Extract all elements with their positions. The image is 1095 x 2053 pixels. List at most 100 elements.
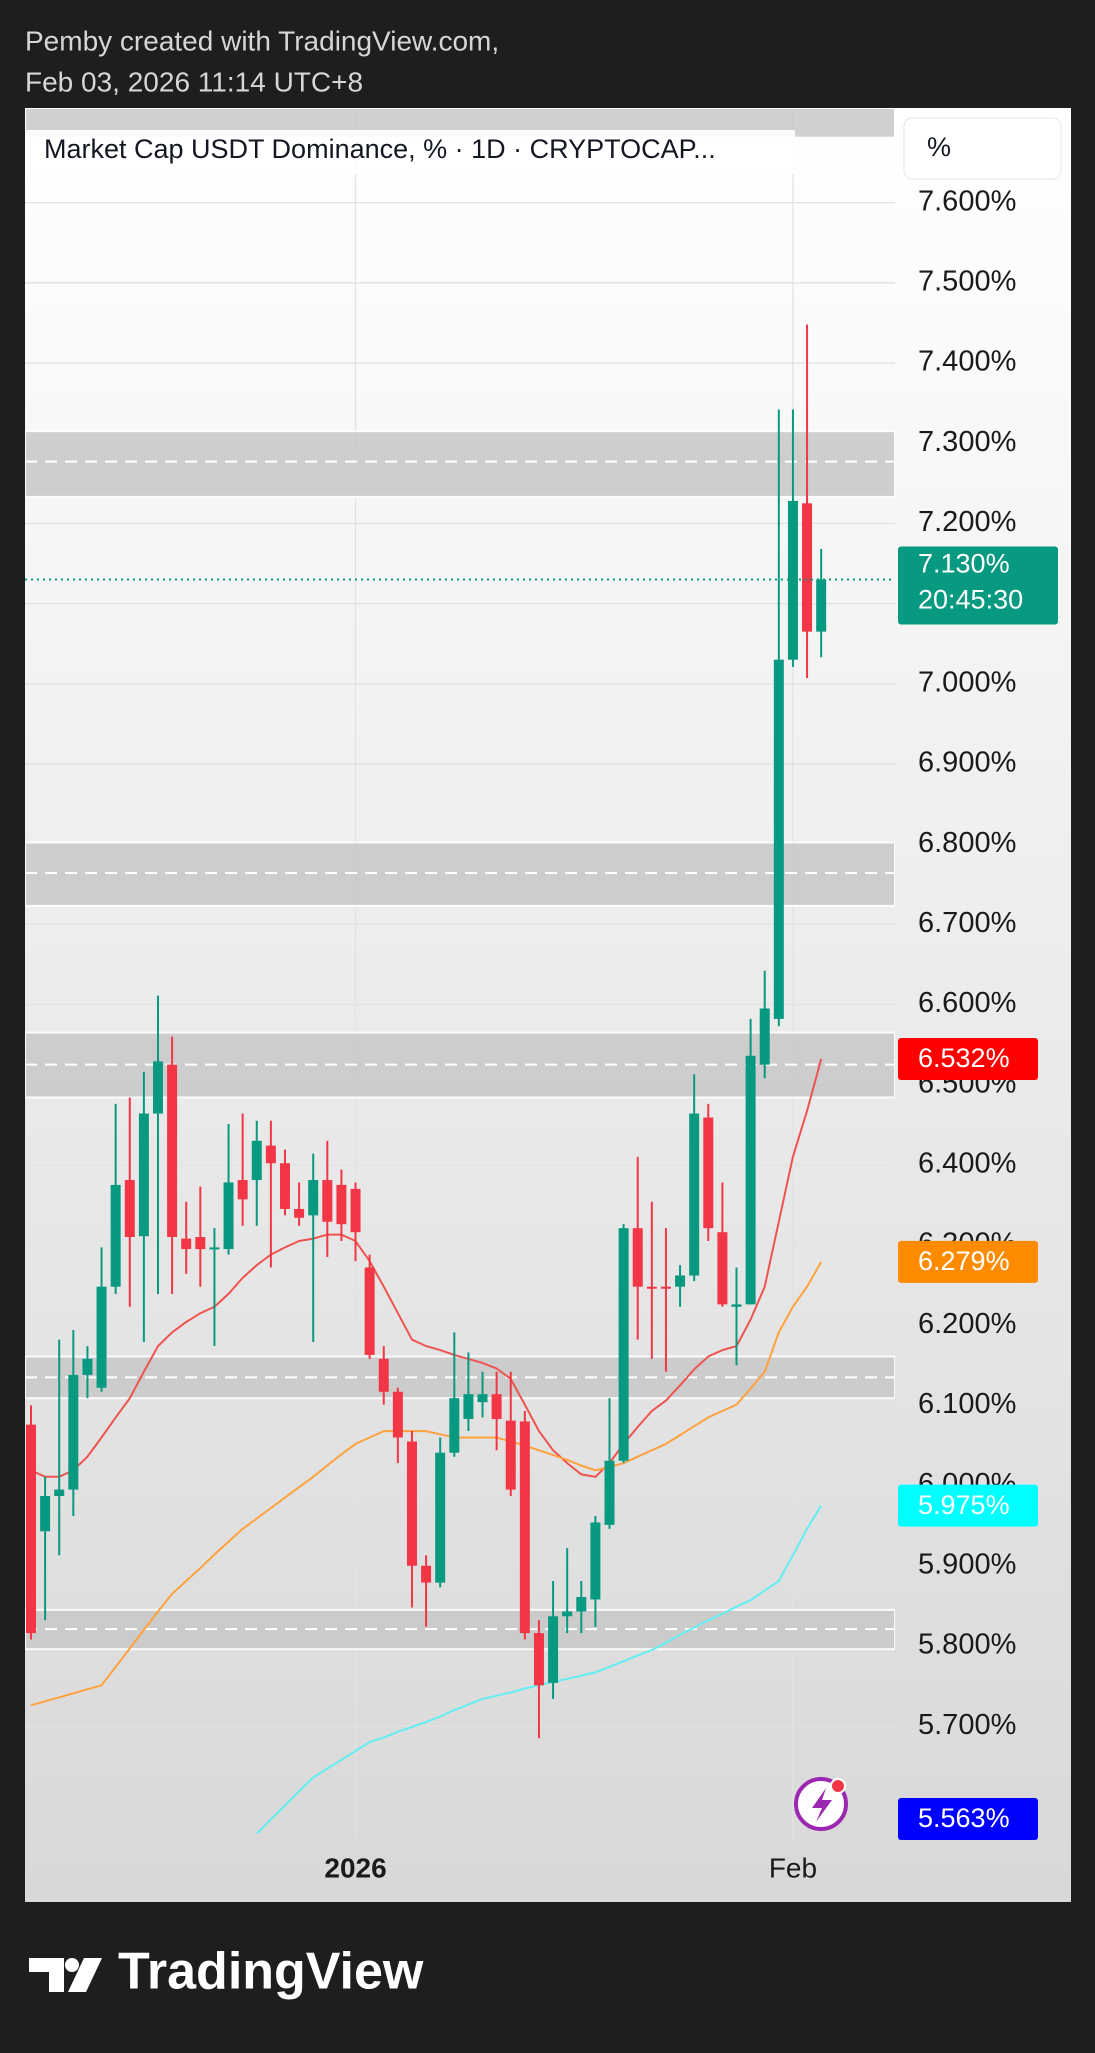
candle-body: [703, 1117, 714, 1229]
y-tick-label: 6.100%: [918, 1388, 1016, 1420]
candle-body: [138, 1113, 149, 1237]
y-tick-label: 7.000%: [918, 666, 1016, 698]
y-tick-label: 7.200%: [918, 506, 1016, 538]
chart-title: Market Cap USDT Dominance, % · 1D · CRYP…: [44, 134, 716, 164]
moving-average-line: [30, 1058, 823, 1478]
price-badge-label: 6.532%: [918, 1043, 1010, 1073]
candle-body: [265, 1145, 276, 1164]
candle-body: [152, 1061, 163, 1114]
candle-body: [124, 1180, 135, 1238]
candle-body: [279, 1163, 290, 1209]
countdown-label: 20:45:30: [918, 585, 1023, 615]
title-backdrop: [25, 130, 795, 174]
candle-body: [519, 1421, 530, 1634]
price-axis: 5.700%5.800%5.900%6.000%6.100%6.200%6.30…: [898, 185, 1058, 1840]
candle-body: [251, 1140, 262, 1181]
y-tick-label: 7.500%: [918, 265, 1016, 297]
zone: [25, 430, 895, 498]
price-badge: [898, 1037, 1038, 1080]
candle-body: [618, 1228, 629, 1461]
brand-name: TradingView: [118, 1943, 424, 2001]
price-badge-label: 5.563%: [918, 1803, 1010, 1833]
candle-body: [322, 1180, 333, 1222]
candle-body: [421, 1565, 432, 1583]
x-tick-label: Feb: [769, 1852, 817, 1883]
y-tick-label: 7.400%: [918, 346, 1016, 378]
candle-body: [82, 1358, 93, 1375]
candle-body: [505, 1420, 516, 1490]
y-tick-label: 6.600%: [918, 987, 1016, 1019]
candle-body: [181, 1238, 192, 1250]
candle-body: [491, 1394, 502, 1420]
candle-body: [759, 1008, 770, 1065]
candle-body: [576, 1597, 587, 1612]
candle-body: [604, 1460, 615, 1525]
header-line: Feb 03, 2026 11:14 UTC+8: [25, 66, 363, 97]
candle-body: [110, 1184, 121, 1287]
unit-button[interactable]: [903, 117, 1062, 180]
last-price-badge: [898, 546, 1058, 625]
candle-body: [717, 1232, 728, 1305]
candle-body: [195, 1237, 206, 1250]
price-badge-label: 5.975%: [918, 1490, 1010, 1520]
y-tick-label: 6.900%: [918, 747, 1016, 779]
candle-body: [68, 1374, 79, 1490]
unit-label: %: [927, 132, 951, 162]
candle-body: [646, 1286, 657, 1289]
candle-body: [562, 1611, 573, 1617]
candle-body: [308, 1180, 319, 1216]
candle-body: [787, 500, 798, 660]
y-tick-label: 6.800%: [918, 827, 1016, 859]
candle-body: [745, 1055, 756, 1305]
candle-body: [802, 503, 813, 632]
candle-body: [660, 1286, 671, 1289]
candle-body: [731, 1304, 742, 1307]
y-tick-label: 6.700%: [918, 907, 1016, 939]
candle-body: [378, 1358, 389, 1392]
candle-body: [96, 1286, 107, 1388]
candle-body: [675, 1275, 686, 1287]
last-price-label: 7.130%: [918, 549, 1010, 579]
brand-logo: [29, 1958, 102, 1992]
price-badge: [898, 1798, 1038, 1840]
candle-body: [406, 1441, 417, 1566]
candle-body: [816, 579, 827, 632]
candle-body: [689, 1113, 700, 1276]
candle-body: [533, 1633, 544, 1686]
candle-body: [209, 1247, 220, 1250]
candle-body: [364, 1267, 375, 1355]
candle-body: [773, 659, 784, 1019]
candle-body: [449, 1398, 460, 1453]
y-tick-label: 5.800%: [918, 1629, 1016, 1661]
candle-body: [223, 1182, 234, 1250]
header-line: Pemby created with TradingView.com,: [25, 25, 499, 56]
price-badge: [898, 1240, 1038, 1283]
y-tick-label: 6.400%: [918, 1147, 1016, 1179]
candle-body: [294, 1208, 305, 1218]
candle-body: [463, 1394, 474, 1420]
candle-body: [26, 1424, 36, 1634]
candle-body: [590, 1522, 601, 1600]
candle-body: [40, 1496, 51, 1532]
candle-body: [54, 1489, 65, 1497]
candle-body: [336, 1184, 347, 1225]
candle-body: [350, 1188, 361, 1233]
candle-body: [548, 1616, 559, 1683]
y-tick-label: 7.600%: [918, 185, 1016, 217]
y-tick-label: 5.900%: [918, 1548, 1016, 1580]
candle-body: [237, 1180, 248, 1200]
y-tick-label: 5.700%: [918, 1709, 1016, 1741]
zone: [25, 841, 895, 907]
y-tick-label: 6.200%: [918, 1308, 1016, 1340]
candle-body: [477, 1394, 488, 1403]
x-tick-label: 2026: [324, 1852, 386, 1883]
y-tick-label: 7.300%: [918, 426, 1016, 458]
candle-body: [435, 1452, 446, 1583]
alert-icon[interactable]: [794, 1777, 848, 1831]
price-badge-label: 6.279%: [918, 1246, 1010, 1276]
candle-body: [167, 1064, 178, 1238]
moving-average-line: [30, 1261, 823, 1707]
candle-body: [392, 1391, 403, 1438]
price-badge: [898, 1484, 1038, 1527]
